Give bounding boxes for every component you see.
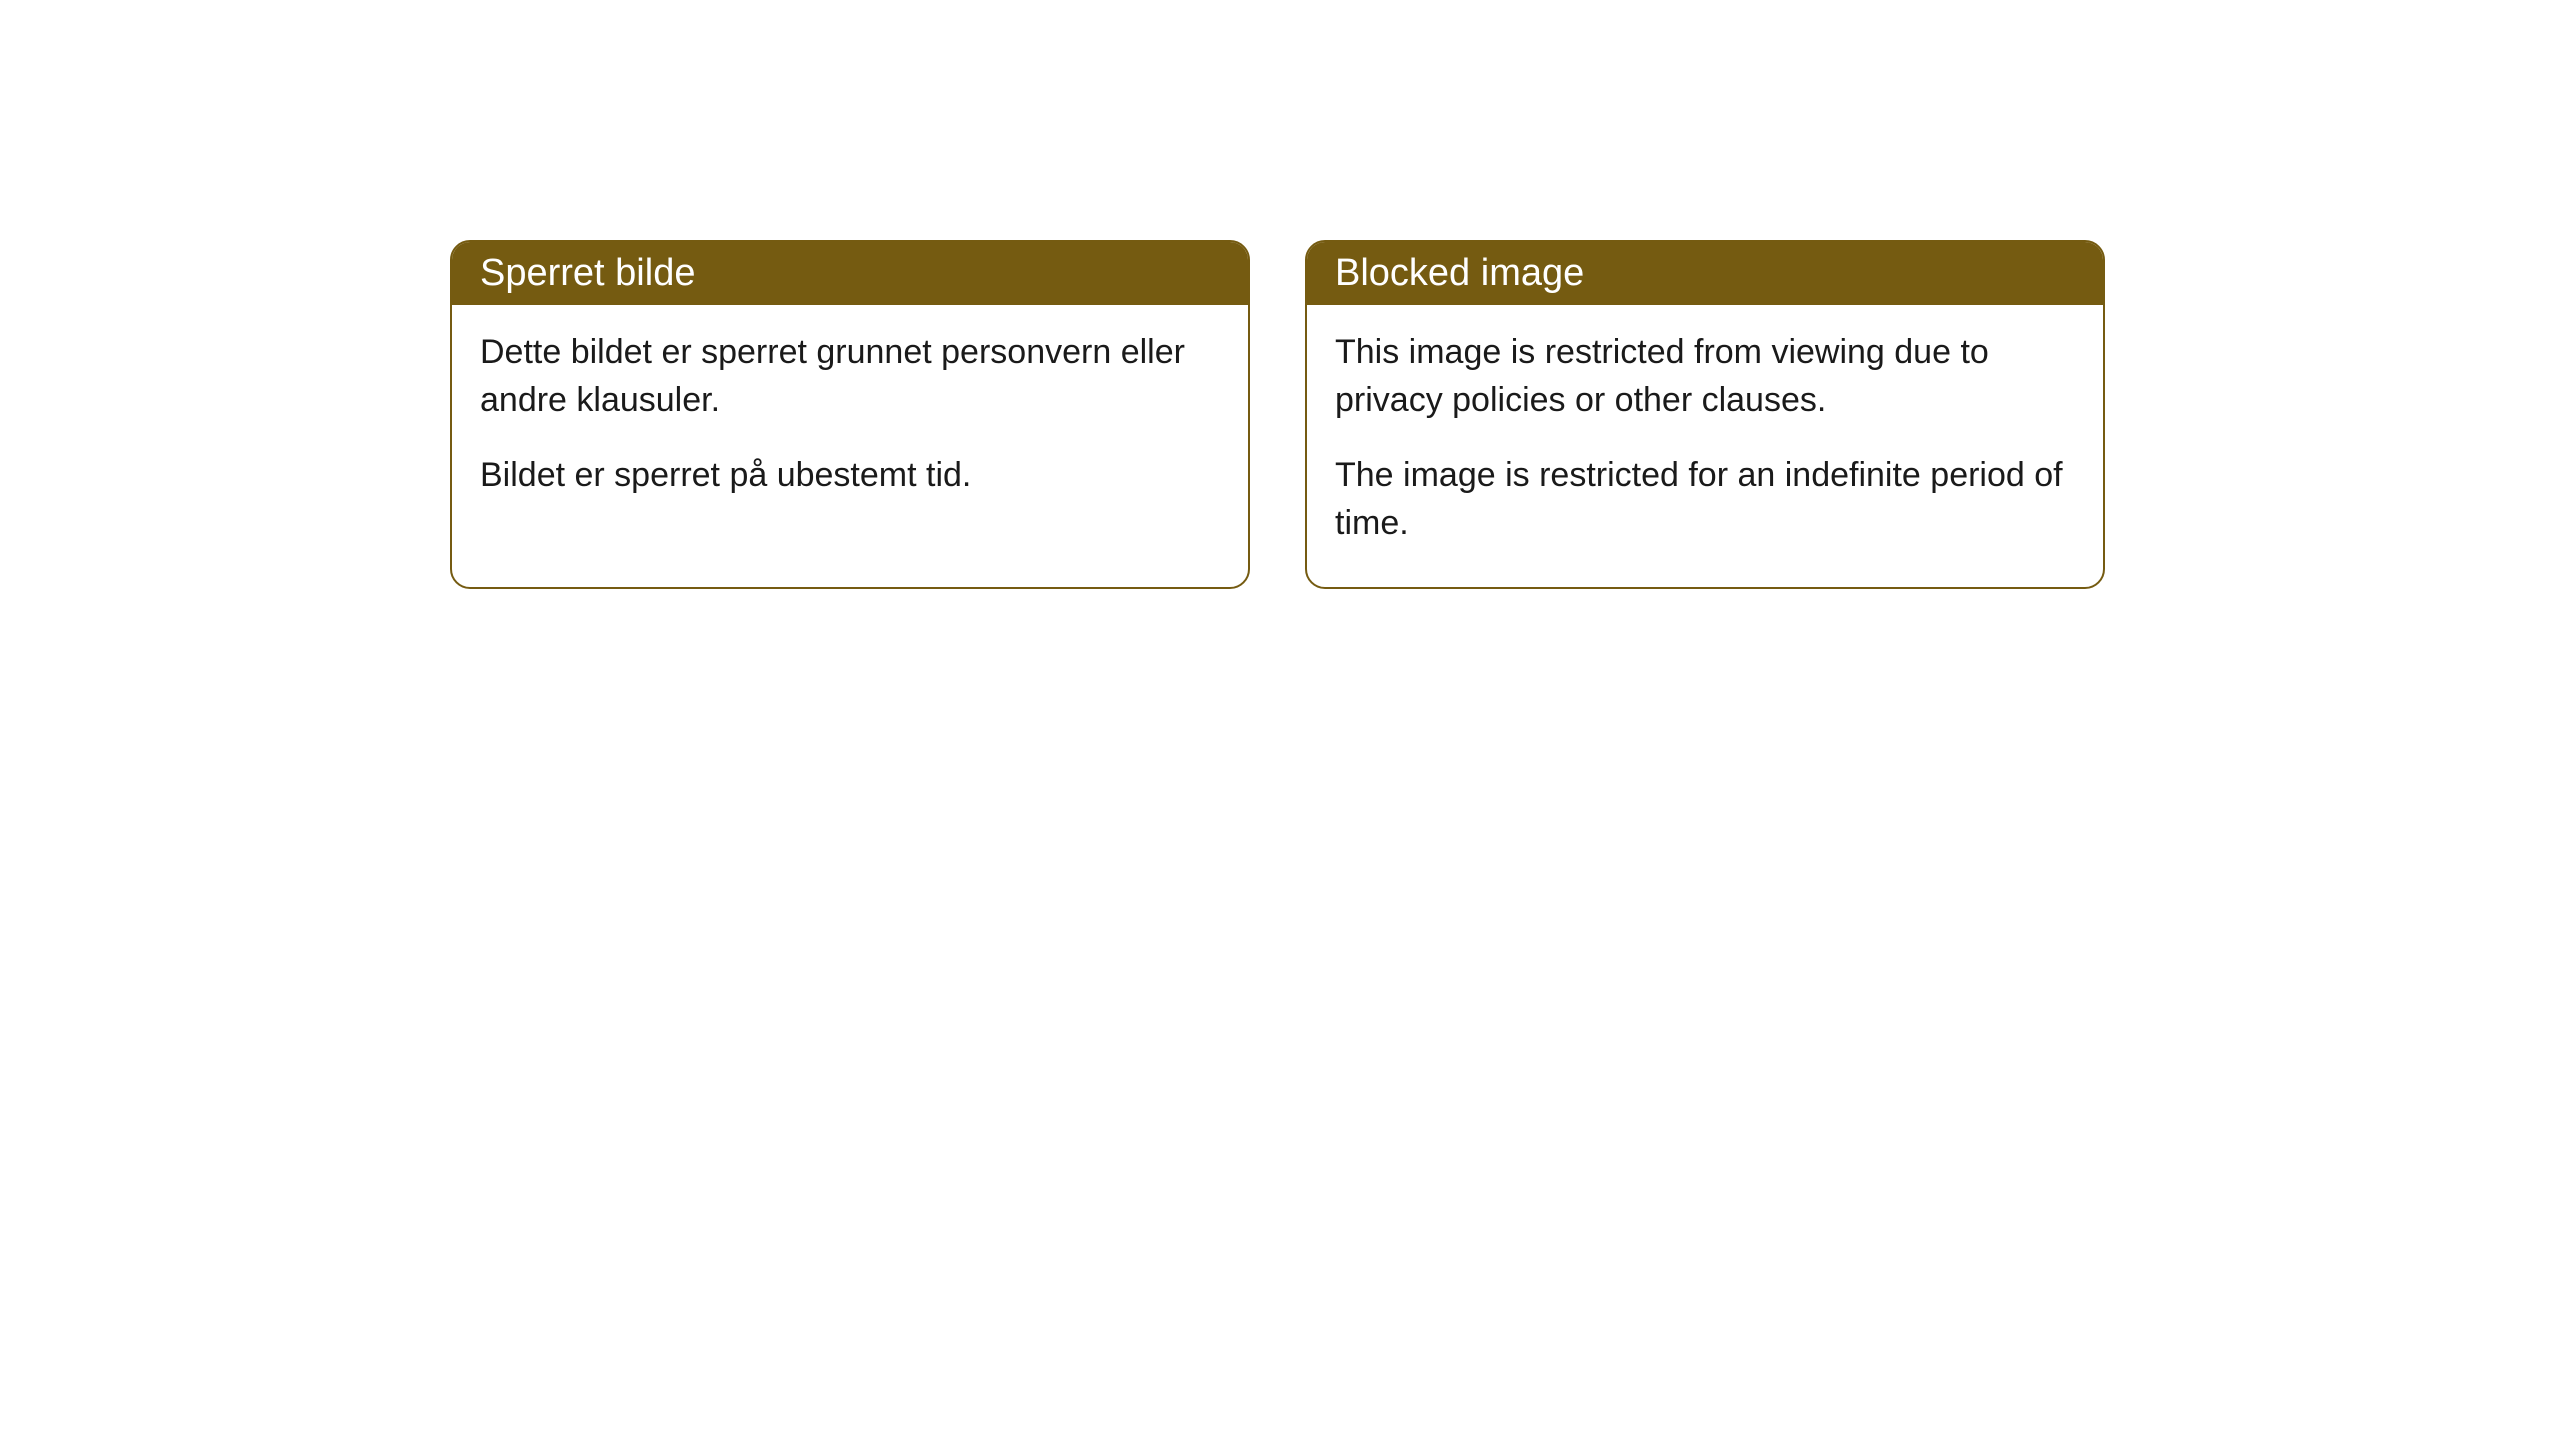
notice-cards-container: Sperret bilde Dette bildet er sperret gr… — [450, 240, 2110, 589]
card-body-english: This image is restricted from viewing du… — [1307, 305, 2103, 587]
blocked-image-card-english: Blocked image This image is restricted f… — [1305, 240, 2105, 589]
card-body-norwegian: Dette bildet er sperret grunnet personve… — [452, 305, 1248, 540]
card-header-english: Blocked image — [1307, 242, 2103, 305]
card-paragraph1-norwegian: Dette bildet er sperret grunnet personve… — [480, 329, 1220, 424]
card-title-english: Blocked image — [1335, 252, 1584, 294]
card-paragraph2-norwegian: Bildet er sperret på ubestemt tid. — [480, 452, 1220, 500]
card-paragraph2-english: The image is restricted for an indefinit… — [1335, 452, 2075, 547]
card-header-norwegian: Sperret bilde — [452, 242, 1248, 305]
card-paragraph1-english: This image is restricted from viewing du… — [1335, 329, 2075, 424]
card-title-norwegian: Sperret bilde — [480, 252, 695, 294]
blocked-image-card-norwegian: Sperret bilde Dette bildet er sperret gr… — [450, 240, 1250, 589]
